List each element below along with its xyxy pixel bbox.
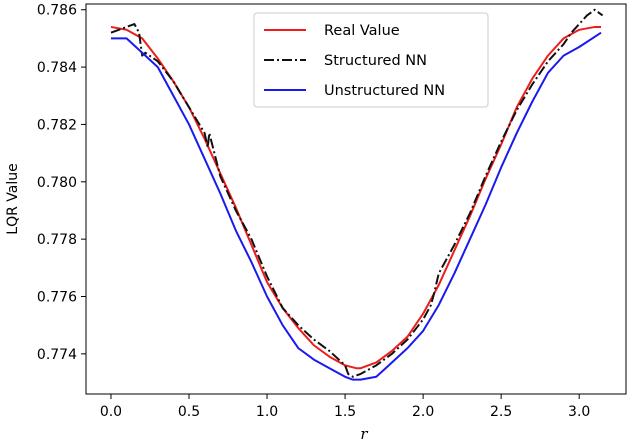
x-axis-label: r xyxy=(360,425,368,443)
series-line-unstructured-nn xyxy=(110,31,602,381)
y-tick-label: 0.784 xyxy=(37,60,77,76)
y-axis-label: LQR Value xyxy=(5,163,21,234)
legend-entry: Structured NN xyxy=(324,53,427,69)
series-line-real-value xyxy=(110,25,602,370)
x-tick-label: 0.5 xyxy=(178,404,200,420)
axes: 0.0 0.5 1.0 1.5 2.0 2.5 3.0 0.774 0.776 0.778 0.78… xyxy=(37,3,627,420)
series-line-structured-nn xyxy=(110,8,604,378)
y-tick-label: 0.780 xyxy=(37,175,77,191)
x-tick-label: 2.0 xyxy=(412,404,434,420)
x-tick-label: 2.5 xyxy=(490,404,512,420)
x-tick-label: 1.0 xyxy=(256,404,278,420)
y-tick-label: 0.786 xyxy=(37,3,77,19)
x-tick-label: 1.5 xyxy=(334,404,356,420)
plot-area xyxy=(110,8,604,381)
legend: Real Value Structured NN Unstructured NN xyxy=(253,12,489,108)
y-tick-label: 0.774 xyxy=(37,347,77,363)
x-tick-label: 0.0 xyxy=(100,404,122,420)
x-tick-label: 3.0 xyxy=(568,404,590,420)
plot-frame xyxy=(85,3,627,395)
y-tick-label: 0.778 xyxy=(37,232,77,248)
y-tick-label: 0.776 xyxy=(37,290,77,306)
legend-box xyxy=(253,12,489,108)
legend-entry: Unstructured NN xyxy=(324,83,445,99)
legend-entry: Real Value xyxy=(324,23,400,39)
y-tick-label: 0.782 xyxy=(37,117,77,133)
